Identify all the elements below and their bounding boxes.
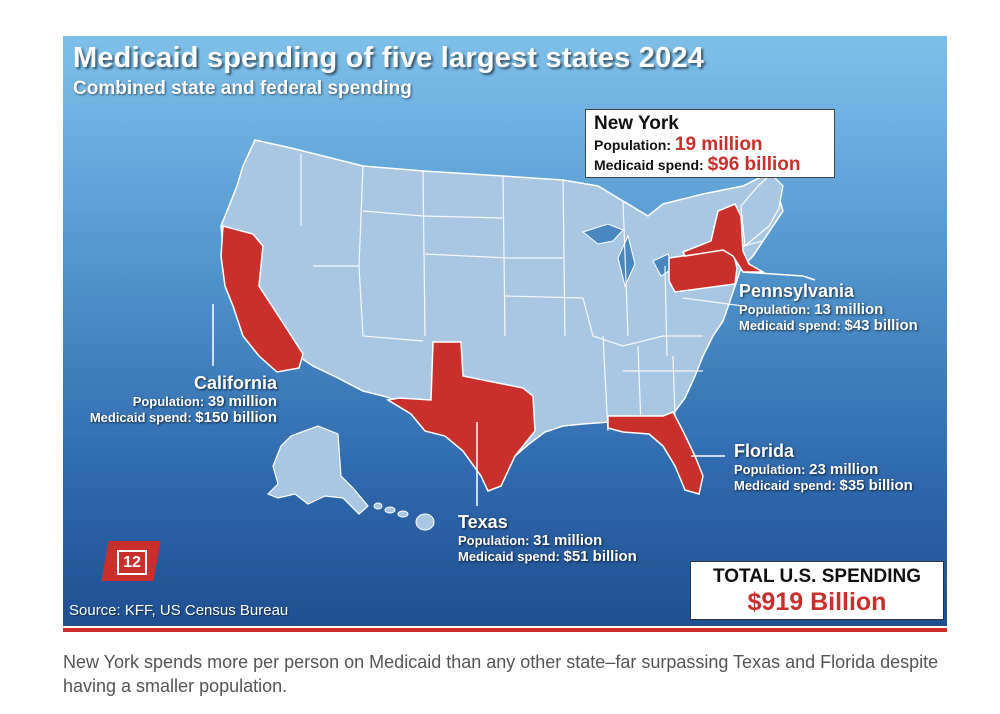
california-label: California Population: 39 million Medica… xyxy=(89,373,277,427)
texas-shape xyxy=(385,341,536,492)
us-map xyxy=(212,139,816,531)
page-number: 12 xyxy=(117,550,147,575)
new-york-shape xyxy=(681,203,766,273)
pennsylvania-population: 13 million xyxy=(814,300,884,318)
new-york-population: 19 million xyxy=(674,134,763,155)
leader-lines xyxy=(212,271,816,506)
total-spending-value: $919 Billion xyxy=(747,588,887,616)
new-york-name: New York xyxy=(594,113,679,134)
new-york-callout: New York Population: 19 million Medicaid… xyxy=(585,109,835,178)
hawaii-shape xyxy=(373,502,435,531)
new-york-spend: $96 billion xyxy=(707,154,801,175)
map-panel: Medicaid spending of five largest states… xyxy=(63,36,947,626)
california-shape xyxy=(220,225,304,373)
florida-shape xyxy=(607,411,704,495)
image-caption: New York spends more per person on Medic… xyxy=(63,652,939,696)
map-subtitle: Combined state and federal spending xyxy=(73,78,412,99)
florida-label: Florida Population: 23 million Medicaid … xyxy=(734,441,913,495)
divider-rule xyxy=(63,628,947,632)
florida-population: 23 million xyxy=(809,460,879,478)
new-york-spend-line: Medicaid spend: $96 billion xyxy=(594,154,801,175)
source-text: Source: KFF, US Census Bureau xyxy=(69,602,289,619)
state-borders xyxy=(300,154,764,432)
new-york-population-line: Population: 19 million xyxy=(594,134,763,155)
texas-label: Texas Population: 31 million Medicaid sp… xyxy=(458,512,637,566)
alaska-shape xyxy=(266,425,369,515)
total-spending-box: TOTAL U.S. SPENDING $919 Billion xyxy=(690,561,944,620)
florida-spend: $35 billion xyxy=(839,477,913,495)
new-england-shape xyxy=(740,173,784,248)
total-spending-label: TOTAL U.S. SPENDING xyxy=(713,566,921,587)
texas-spend: $51 billion xyxy=(563,548,637,566)
pennsylvania-shape xyxy=(668,249,738,293)
texas-population: 31 million xyxy=(533,531,603,549)
california-population: 39 million xyxy=(207,392,277,410)
map-title: Medicaid spending of five largest states… xyxy=(73,42,705,74)
california-spend: $150 billion xyxy=(195,409,277,427)
pennsylvania-spend: $43 billion xyxy=(844,317,918,335)
pennsylvania-label: Pennsylvania Population: 13 million Medi… xyxy=(739,281,918,335)
